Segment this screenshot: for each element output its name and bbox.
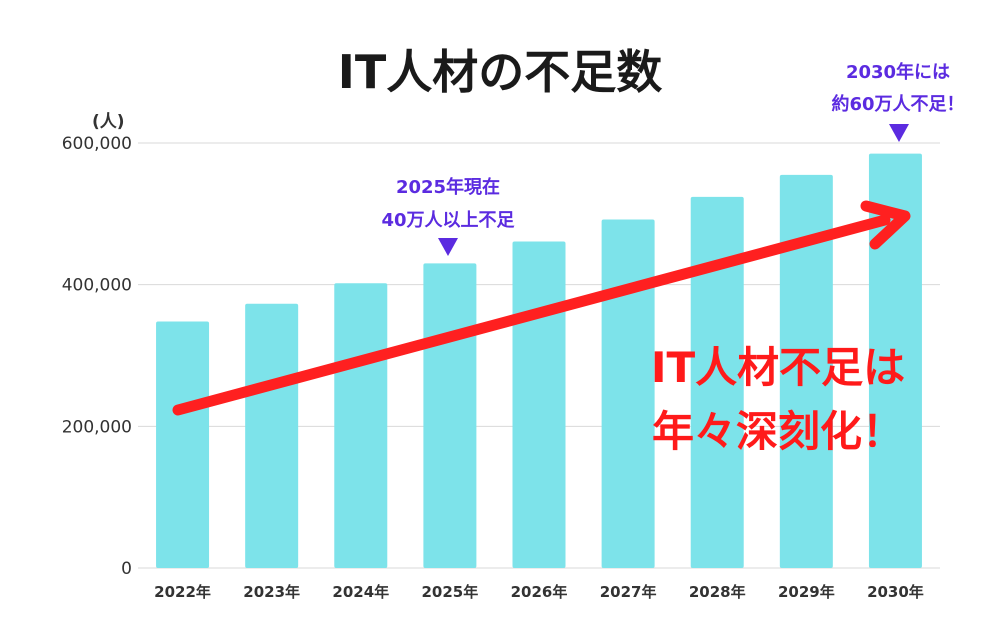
bar	[512, 241, 566, 569]
x-tick-label: 2030年	[867, 583, 924, 601]
x-tick-label: 2028年	[689, 583, 746, 601]
bar	[690, 196, 744, 569]
callout-2025-pointer	[438, 238, 458, 256]
x-tick-label: 2022年	[154, 583, 211, 601]
x-tick-label: 2029年	[778, 583, 835, 601]
y-axis-ticks: 0 200,000 400,000 600,000	[62, 134, 132, 579]
bars	[156, 153, 922, 569]
y-tick-label: 600,000	[62, 134, 132, 154]
headline: IT人材不足は 年々深刻化！	[651, 343, 905, 456]
x-axis-ticks: 2022年 2023年 2024年 2025年 2026年 2027年 2028年 2029年…	[154, 583, 924, 601]
bar	[779, 174, 833, 568]
x-tick-label: 2024年	[332, 583, 389, 601]
bar	[601, 219, 655, 568]
headline-line1: IT人材不足は	[651, 343, 905, 392]
x-tick-label: 2025年	[422, 583, 479, 601]
callout-2025: 2025年現在 40万人以上不足	[381, 176, 515, 256]
y-tick-label: 200,000	[62, 417, 132, 437]
y-axis-unit: (人)	[92, 112, 125, 132]
x-tick-label: 2027年	[600, 583, 657, 601]
bar	[334, 283, 388, 568]
x-tick-label: 2026年	[511, 583, 568, 601]
callout-2030: 2030年には 約60万人不足！	[831, 61, 965, 142]
trend-arrow	[172, 200, 911, 416]
trend-arrow-head	[860, 200, 911, 250]
callout-2025-line2: 40万人以上不足	[381, 210, 514, 231]
bar	[156, 321, 210, 568]
headline-line2: 年々深刻化！	[652, 407, 904, 456]
bar	[423, 263, 477, 568]
y-tick-label: 400,000	[62, 276, 132, 296]
chart-title: IT人材の不足数	[338, 45, 663, 99]
callout-2030-pointer	[889, 124, 909, 142]
callout-2030-line2: 約60万人不足！	[831, 93, 964, 115]
bar	[868, 153, 922, 568]
trend-arrow-shaft	[172, 214, 891, 416]
bar	[245, 303, 299, 568]
y-tick-label: 0	[121, 559, 132, 579]
callout-2030-line1: 2030年には	[846, 61, 950, 83]
callout-2025-line1: 2025年現在	[396, 176, 500, 198]
x-tick-label: 2023年	[243, 583, 300, 601]
